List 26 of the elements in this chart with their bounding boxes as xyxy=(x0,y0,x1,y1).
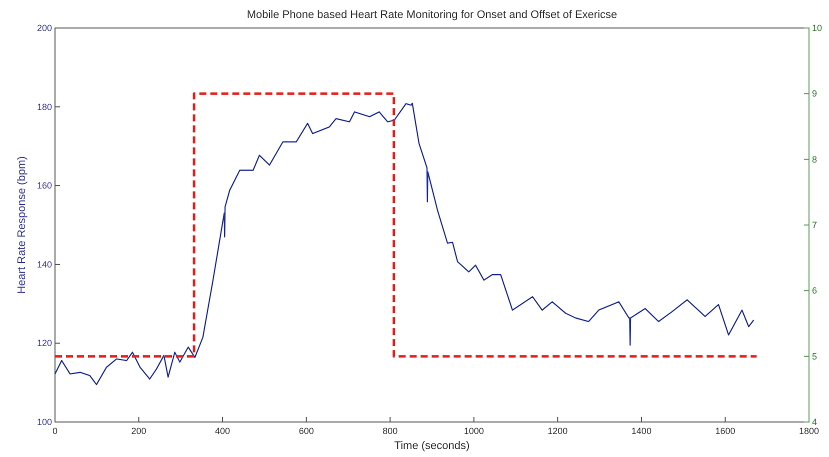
x-tick-label: 1800 xyxy=(798,426,820,436)
y2-tick-label: 8 xyxy=(812,154,818,164)
y2-tick-label: 7 xyxy=(812,220,818,230)
y-tick-label: 200 xyxy=(36,23,52,33)
x-tick-label: 800 xyxy=(382,426,398,436)
y-tick-label: 140 xyxy=(36,259,52,270)
y-axis-title: Heart Rate Response (bpm) xyxy=(16,156,28,294)
x-tick-label: 200 xyxy=(131,426,146,436)
y2-tick-label: 5 xyxy=(812,351,818,362)
y2-tick-label: 6 xyxy=(812,286,818,296)
x-tick-label: 1400 xyxy=(631,426,652,436)
y2-tick-label: 4 xyxy=(812,417,818,427)
y2-tick-label: 10 xyxy=(812,23,822,33)
chart-title: Mobile Phone based Heart Rate Monitoring for Onset and Offset of Exericse xyxy=(246,9,618,21)
x-tick-label: 0 xyxy=(52,426,58,436)
x-tick-label: 1600 xyxy=(715,426,736,436)
y-tick-label: 100 xyxy=(36,417,52,427)
y-tick-label: 120 xyxy=(36,338,52,348)
y-tick-label: 160 xyxy=(36,180,52,191)
y-tick-label: 180 xyxy=(36,102,52,112)
y2-tick-label: 9 xyxy=(812,88,818,99)
x-tick-label: 400 xyxy=(215,426,230,436)
x-tick-label: 1200 xyxy=(548,426,568,436)
x-axis-title: Time (seconds) xyxy=(394,440,470,452)
x-tick-label: 1000 xyxy=(464,426,484,436)
x-tick-label: 600 xyxy=(298,426,314,436)
